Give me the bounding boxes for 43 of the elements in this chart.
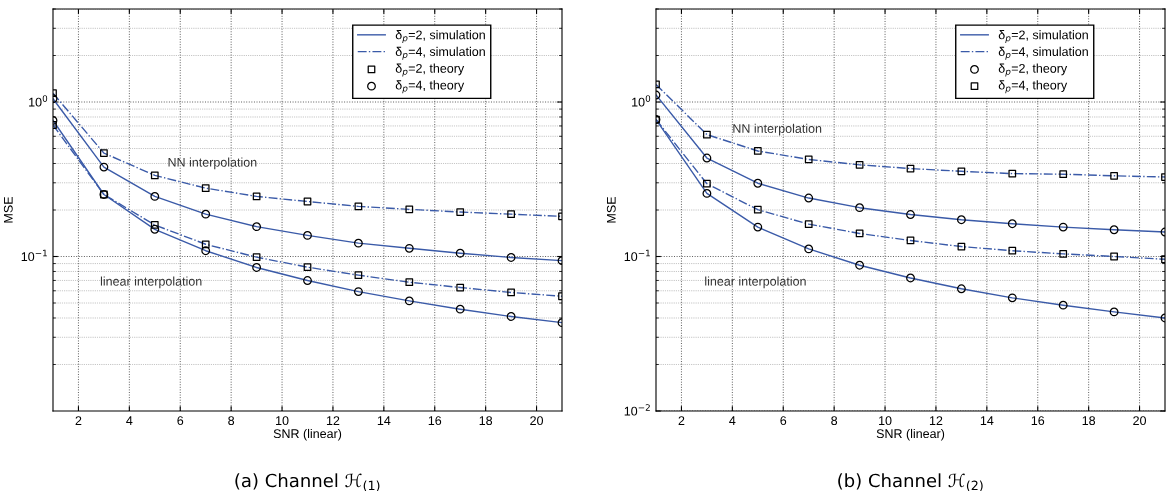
x-tick-label: 14 — [377, 416, 391, 425]
legend-label: δ$_{p}$=2, simulation — [395, 30, 485, 44]
x-tick-label: 18 — [479, 416, 493, 426]
x-tick-label: 4 — [126, 416, 133, 425]
annotation: NN interpolation — [733, 123, 822, 136]
x-axis-title: SNR (linear) — [273, 428, 342, 441]
x-tick-label: 4 — [729, 416, 736, 425]
text: (b) Channel ℋ$_{(2)}$ — [838, 473, 983, 491]
legend-label: δ$_{p}$=2, theory — [998, 63, 1068, 77]
y-axis-title: MSE — [606, 196, 616, 223]
x-tick-label: 12 — [929, 416, 943, 425]
y-tick-label: 10$^{−1}$ — [21, 249, 47, 262]
y-tick-label: 10$^{−1}$ — [624, 249, 650, 262]
x-tick-label: 18 — [1082, 416, 1096, 426]
legend-label: δ$_{p}$=4, theory — [395, 80, 465, 94]
y-tick-label: 10$^{−2}$ — [624, 404, 650, 416]
legend-label: δ$_{p}$=4, theory — [998, 80, 1068, 94]
x-tick-label: 20 — [530, 416, 544, 426]
annotation: linear interpolation — [705, 276, 806, 289]
legend-label: δ$_{p}$=2, simulation — [998, 30, 1088, 44]
text: (a) Channel ℋ$_{(1)}$ — [235, 473, 380, 491]
x-tick-label: 10 — [276, 416, 289, 426]
x-tick-label: 2 — [75, 416, 82, 425]
x-tick-label: 10 — [879, 416, 892, 426]
x-tick-label: 20 — [1133, 416, 1147, 426]
y-tick-label: 10$^{0}$ — [632, 95, 651, 107]
x-tick-label: 6 — [177, 416, 184, 426]
annotation: linear interpolation — [100, 276, 202, 289]
x-tick-label: 14 — [980, 416, 994, 425]
x-tick-label: 16 — [428, 416, 442, 426]
x-tick-label: 12 — [326, 416, 340, 425]
legend-label: δ$_{p}$=2, theory — [395, 63, 465, 77]
legend-label: δ$_{p}$=4, simulation — [395, 46, 485, 60]
x-tick-label: 8 — [831, 416, 838, 426]
y-tick-label: 10$^{0}$ — [29, 95, 48, 107]
x-tick-label: 16 — [1031, 416, 1045, 426]
x-tick-label: 6 — [780, 416, 787, 426]
x-tick-label: 2 — [678, 416, 685, 425]
y-axis-title: MSE — [3, 196, 13, 223]
x-tick-label: 8 — [228, 416, 235, 426]
x-axis-title: SNR (linear) — [876, 428, 945, 441]
annotation: NN interpolation — [168, 157, 257, 170]
legend-label: δ$_{p}$=4, simulation — [998, 46, 1088, 60]
